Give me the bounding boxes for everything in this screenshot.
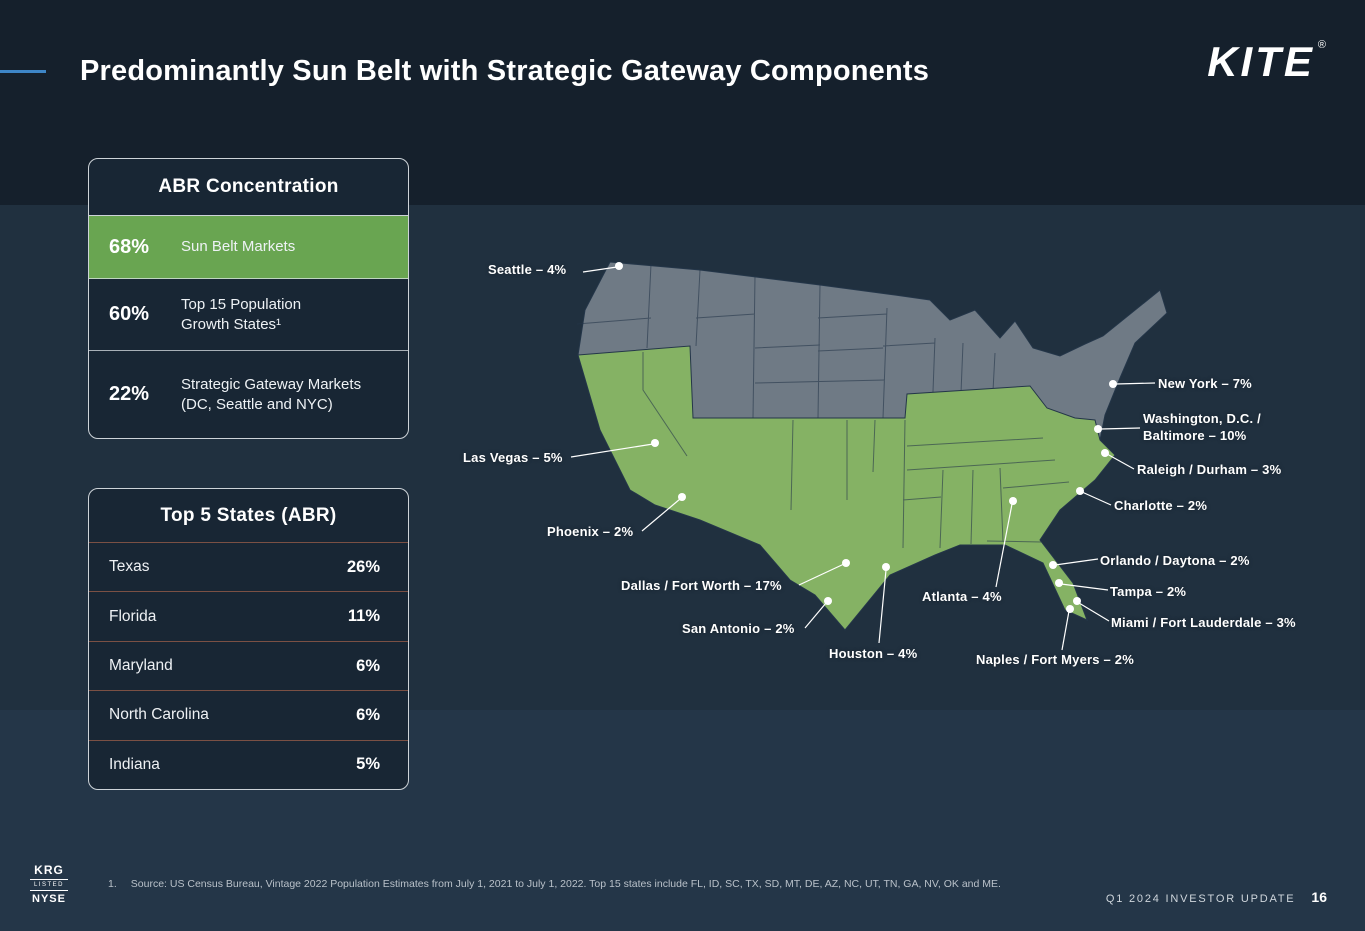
map-label-charlotte: Charlotte – 2%: [1114, 498, 1208, 513]
map-label-washington-dc-baltimore: Washington, D.C. / Baltimore – 10%: [1143, 411, 1261, 443]
state-name: Maryland: [109, 657, 173, 675]
state-pct: 26%: [346, 557, 380, 576]
state-row-florida: Florida 11%: [89, 592, 408, 642]
abr-label: Top 15 Population Growth States¹: [181, 296, 302, 333]
marker-miami: [1073, 597, 1081, 605]
state-name: North Carolina: [109, 706, 209, 724]
abr-row-gateway-markets: 22% Strategic Gateway Markets (DC, Seatt…: [89, 351, 408, 438]
marker-dallas: [842, 559, 850, 567]
marker-seattle: [615, 262, 623, 270]
top-states-rows: Texas 26% Florida 11% Maryland 6% North …: [89, 543, 408, 789]
kite-logo: KITE ®: [1207, 38, 1329, 86]
map-label-orlando-daytona: Orlando / Daytona – 2%: [1100, 553, 1250, 568]
state-row-indiana: Indiana 5%: [89, 741, 408, 789]
us-map-svg: [570, 261, 1168, 651]
abr-pct: 60%: [109, 303, 150, 325]
marker-naples: [1066, 605, 1074, 613]
marker-tampa: [1055, 579, 1063, 587]
top-states-card: Top 5 States (ABR) Texas 26% Florida 11%…: [88, 488, 409, 790]
kite-logo-text: KITE: [1207, 38, 1315, 85]
abr-row-sun-belt: 68% Sun Belt Markets: [89, 216, 408, 279]
abr-pct: 22%: [109, 383, 150, 405]
marker-san-antonio: [824, 597, 832, 605]
state-pct: 5%: [356, 755, 380, 774]
map-label-dallas-fort-worth: Dallas / Fort Worth – 17%: [621, 578, 782, 593]
marker-phoenix: [678, 493, 686, 501]
marker-las-vegas: [651, 439, 659, 447]
slide-title: Predominantly Sun Belt with Strategic Ga…: [80, 55, 930, 87]
state-pct: 6%: [356, 705, 380, 724]
map-label-atlanta: Atlanta – 4%: [922, 589, 1002, 604]
marker-charlotte: [1076, 487, 1084, 495]
state-pct: 6%: [356, 656, 380, 675]
footnote: 1. Source: US Census Bureau, Vintage 202…: [108, 878, 1001, 890]
map-label-las-vegas: Las Vegas – 5%: [463, 450, 563, 465]
state-name: Texas: [109, 558, 150, 576]
page-number: 16: [1311, 889, 1327, 905]
marker-raleigh: [1101, 449, 1109, 457]
map-label-seattle: Seattle – 4%: [488, 262, 567, 277]
abr-pct: 68%: [109, 235, 150, 258]
state-borders-sunbelt: [642, 352, 1070, 549]
state-row-maryland: Maryland 6%: [89, 642, 408, 692]
us-map: Seattle – 4% Las Vegas – 5% Phoenix – 2%…: [455, 248, 1335, 673]
title-accent-line: [0, 70, 46, 73]
state-name: Florida: [109, 607, 157, 625]
footer-right: Q1 2024 INVESTOR UPDATE 16: [1106, 889, 1327, 905]
exchange-label: NYSE: [32, 893, 66, 905]
abr-concentration-card: ABR Concentration 68% Sun Belt Markets 6…: [88, 158, 409, 439]
map-label-phoenix: Phoenix – 2%: [547, 524, 634, 539]
map-label-houston: Houston – 4%: [829, 646, 918, 661]
map-label-new-york: New York – 7%: [1158, 376, 1252, 391]
marker-new-york: [1109, 380, 1117, 388]
investor-update-label: Q1 2024 INVESTOR UPDATE: [1105, 893, 1296, 905]
listed-label: LISTED: [30, 879, 68, 891]
marker-orlando: [1049, 561, 1057, 569]
abr-label: Sun Belt Markets: [181, 238, 296, 256]
marker-atlanta: [1009, 497, 1017, 505]
state-row-texas: Texas 26%: [89, 543, 408, 593]
marker-washington-dc: [1094, 425, 1102, 433]
map-label-raleigh-durham: Raleigh / Durham – 3%: [1137, 462, 1282, 477]
map-label-tampa: Tampa – 2%: [1110, 584, 1187, 599]
city-markers: [615, 262, 1117, 613]
map-label-san-antonio: San Antonio – 2%: [682, 621, 795, 636]
leader-lines: [570, 266, 1156, 651]
krg-nyse-badge: KRG LISTED NYSE: [30, 863, 68, 905]
top-states-card-title: Top 5 States (ABR): [89, 489, 408, 543]
state-name: Indiana: [109, 755, 160, 773]
registered-mark: ®: [1317, 39, 1329, 51]
ticker-label: KRG: [34, 863, 64, 877]
footnote-text: Source: US Census Bureau, Vintage 2022 P…: [130, 878, 1001, 890]
abr-row-top15-growth: 60% Top 15 Population Growth States¹: [89, 279, 408, 351]
map-label-miami-fort-lauderdale: Miami / Fort Lauderdale – 3%: [1111, 615, 1296, 630]
marker-houston: [882, 563, 890, 571]
state-pct: 11%: [347, 607, 380, 626]
abr-card-title: ABR Concentration: [89, 159, 408, 216]
state-borders-north: [576, 263, 996, 419]
state-row-north-carolina: North Carolina 6%: [89, 691, 408, 741]
footnote-index: 1.: [108, 878, 117, 890]
abr-label: Strategic Gateway Markets (DC, Seattle a…: [181, 376, 362, 413]
map-label-naples-fort-myers: Naples / Fort Myers – 2%: [976, 652, 1134, 667]
